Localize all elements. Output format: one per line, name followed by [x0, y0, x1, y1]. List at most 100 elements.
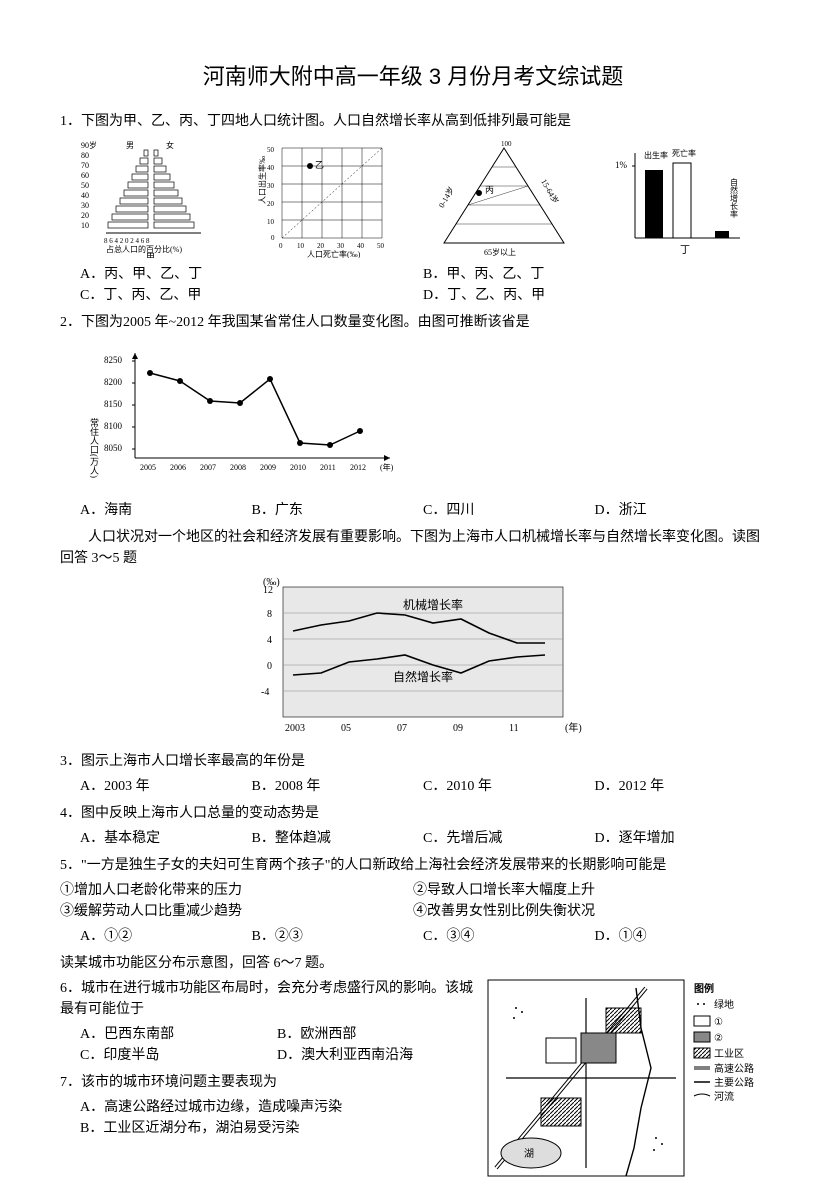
svg-text:2010: 2010 [290, 463, 306, 472]
q1-opt-a: A．丙、甲、乙、丁 [80, 264, 423, 285]
q6-text: 6．城市在进行城市功能区布局时，会充分考虑盛行风的影响。该城最有可能位于 [60, 978, 474, 1020]
question-1: 1．下图为甲、乙、丙、丁四地人口统计图。人口自然增长率从高到低排列最可能是 90… [60, 111, 766, 306]
svg-text:2007: 2007 [200, 463, 216, 472]
svg-text:死亡率: 死亡率 [672, 148, 696, 158]
q3-text: 3．图示上海市人口增长率最高的年份是 [60, 751, 766, 772]
q3-opt-a: A．2003 年 [80, 776, 252, 797]
svg-text:20: 20 [317, 242, 325, 250]
svg-text:8100: 8100 [104, 421, 123, 431]
svg-text:8150: 8150 [104, 399, 123, 409]
svg-text:70: 70 [81, 161, 89, 170]
svg-text:2008: 2008 [230, 463, 246, 472]
q4-opt-a: A．基本稳定 [80, 828, 252, 849]
svg-text:20: 20 [267, 200, 275, 208]
q2-line-chart: 825082008150 81008050 2005200620072008 2… [90, 343, 410, 483]
svg-text:丁: 丁 [680, 245, 690, 256]
question-7: 7．该市的城市环境问题主要表现为 A．高速公路经过城市边缘，造成噪声污染 B．工… [60, 1072, 474, 1139]
svg-text:①: ① [714, 1017, 723, 1028]
intro-6-7: 读某城市功能区分布示意图，回答 6～7 题。 [60, 953, 766, 974]
svg-text:10: 10 [297, 242, 305, 250]
svg-text:10: 10 [267, 218, 275, 226]
svg-text:(年): (年) [565, 721, 582, 734]
q2-text: 2．下图为2005 年~2012 年我国某省常住人口数量变化图。由图可推断该省是 [60, 312, 766, 333]
q7-options: A．高速公路经过城市边缘，造成噪声污染 B．工业区近湖分布，湖泊易受污染 [80, 1097, 474, 1139]
svg-text:80: 80 [81, 151, 89, 160]
chart-3-5: (‰) 1284 0-4 机械增长率 自然增长率 20030507 0911(年… [233, 575, 593, 745]
svg-text:10: 10 [81, 221, 89, 230]
svg-text:09: 09 [453, 723, 463, 734]
svg-text:高速公路: 高速公路 [714, 1062, 754, 1075]
q5-item-3: ③缓解劳动人口比重减少趋势 [60, 901, 413, 922]
svg-text:0: 0 [279, 242, 283, 250]
q5-text: 5．"一方是独生子女的夫妇可生育两个孩子"的人口新政给上海社会经济发展带来的长期… [60, 855, 766, 876]
question-3: 3．图示上海市人口增长率最高的年份是 A．2003 年 B．2008 年 C．2… [60, 751, 766, 797]
svg-text:自然增长率: 自然增长率 [393, 669, 453, 684]
q5-opt-c: C．③④ [423, 926, 595, 947]
svg-text:工业区: 工业区 [714, 1048, 744, 1060]
svg-text:自然增长率: 自然增长率 [730, 177, 739, 219]
svg-text:0: 0 [271, 234, 275, 242]
q1-options: A．丙、甲、乙、丁 B．甲、丙、乙、丁 C．丁、丙、乙、甲 D．丁、乙、丙、甲 [80, 264, 766, 306]
q7-text: 7．该市的城市环境问题主要表现为 [60, 1072, 474, 1093]
q7-opt-b: B．工业区近湖分布，湖泊易受污染 [80, 1118, 474, 1139]
svg-text:2009: 2009 [260, 463, 276, 472]
question-6: 6．城市在进行城市功能区布局时，会充分考虑盛行风的影响。该城最有可能位于 A．巴… [60, 978, 474, 1066]
q4-opt-c: C．先增后减 [423, 828, 595, 849]
svg-text:40: 40 [357, 242, 365, 250]
q1-opt-d: D．丁、乙、丙、甲 [423, 285, 766, 306]
svg-text:4: 4 [267, 635, 272, 646]
q5-options: A．①② B．②③ C．③④ D．①④ [80, 926, 766, 947]
svg-text:1%: 1% [615, 160, 628, 170]
svg-text:湖: 湖 [524, 1148, 534, 1160]
svg-text:40: 40 [81, 191, 89, 200]
svg-text:主要公路: 主要公路 [714, 1076, 754, 1089]
svg-text:30: 30 [81, 201, 89, 210]
svg-text:人口死亡率(‰): 人口死亡率(‰) [307, 249, 361, 258]
q67-container: 6．城市在进行城市功能区布局时，会充分考虑盛行风的影响。该城最有可能位于 A．巴… [60, 978, 766, 1185]
svg-text:60: 60 [81, 171, 89, 180]
svg-text:②: ② [714, 1033, 723, 1044]
svg-text:2011: 2011 [320, 463, 336, 472]
svg-text:常住人口(万人): 常住人口(万人) [90, 417, 99, 478]
q5-opt-b: B．②③ [252, 926, 424, 947]
svg-text:甲: 甲 [146, 252, 155, 258]
svg-text:2006: 2006 [170, 463, 186, 472]
svg-text:人口出生率‰: 人口出生率‰ [257, 156, 267, 204]
q5-opt-a: A．①② [80, 926, 252, 947]
q3-opt-c: C．2010 年 [423, 776, 595, 797]
pyramid-chart: 90岁8070 605040 302010 男女 8 6 4 2 0 2 4 6… [76, 138, 226, 258]
q7-opt-a: A．高速公路经过城市边缘，造成噪声污染 [80, 1097, 474, 1118]
scatter-chart: 乙 504030 20100 01020 304050 人口出生率‰ 人口死亡率… [257, 138, 397, 258]
q4-opt-b: B．整体趋减 [252, 828, 424, 849]
svg-text:2012: 2012 [350, 463, 366, 472]
q2-opt-d: D．浙江 [595, 500, 767, 521]
svg-text:65岁以上: 65岁以上 [484, 247, 516, 257]
q2-opt-c: C．四川 [423, 500, 595, 521]
svg-text:图例: 图例 [694, 982, 714, 995]
q2-opt-b: B．广东 [252, 500, 424, 521]
q1-text: 1．下图为甲、乙、丙、丁四地人口统计图。人口自然增长率从高到低排列最可能是 [60, 111, 766, 132]
svg-text:05: 05 [341, 723, 351, 734]
svg-text:8: 8 [267, 609, 272, 620]
q6-opt-d: D．澳大利亚西南沿海 [277, 1045, 474, 1066]
svg-text:-4: -4 [261, 687, 269, 698]
q1-charts: 90岁8070 605040 302010 男女 8 6 4 2 0 2 4 6… [60, 138, 766, 258]
q3-opt-d: D．2012 年 [595, 776, 767, 797]
svg-text:(年): (年) [380, 462, 394, 472]
svg-text:丙: 丙 [485, 185, 494, 195]
q6-opt-b: B．欧洲西部 [277, 1024, 474, 1045]
q3-opt-b: B．2008 年 [252, 776, 424, 797]
q67-map: 湖 图例 绿地 ① ② 工业区 高速公路 主要公路 河流 [486, 978, 766, 1185]
svg-text:0: 0 [267, 661, 272, 672]
svg-text:机械增长率: 机械增长率 [403, 597, 463, 612]
svg-text:40: 40 [267, 164, 275, 172]
svg-text:12: 12 [263, 585, 273, 596]
q3-options: A．2003 年 B．2008 年 C．2010 年 D．2012 年 [80, 776, 766, 797]
intro-3-5: 人口状况对一个地区的社会和经济发展有重要影响。下图为上海市人口机械增长率与自然增… [60, 527, 766, 569]
svg-text:20: 20 [81, 211, 89, 220]
svg-text:50: 50 [81, 181, 89, 190]
q6-opt-c: C．印度半岛 [80, 1045, 277, 1066]
q5-item-2: ②导致人口增长率大幅度上升 [413, 880, 766, 901]
svg-text:8200: 8200 [104, 377, 123, 387]
q2-opt-a: A．海南 [80, 500, 252, 521]
